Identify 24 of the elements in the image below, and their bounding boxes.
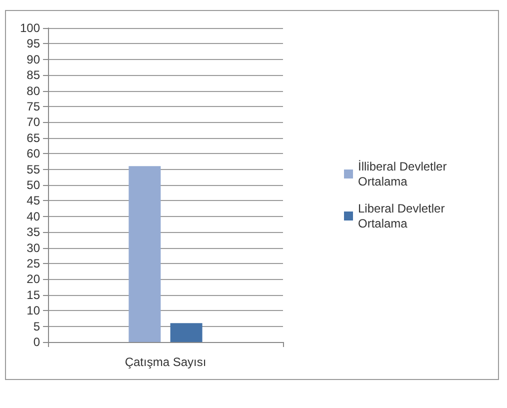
legend-label: Liberal Devletler Ortalama	[358, 202, 448, 230]
y-tick-label: 10	[26, 304, 40, 318]
y-tick-label: 20	[26, 272, 40, 286]
legend-label: İlliberal Devletler Ortalama	[358, 160, 450, 188]
y-tick-label: 60	[26, 146, 40, 161]
y-tick-label: 40	[26, 209, 40, 224]
y-tick-label: 75	[26, 100, 40, 114]
y-tick-label: 25	[26, 256, 40, 270]
y-tick-label: 65	[26, 130, 40, 145]
y-tick-label: 95	[26, 36, 40, 51]
y-tick-label: 55	[26, 162, 40, 176]
y-tick-label: 30	[26, 240, 40, 255]
y-tick-label: 90	[26, 52, 40, 66]
y-tick-label: 50	[26, 178, 40, 192]
y-tick-label: 80	[26, 84, 40, 98]
x-tick-label: Çatışma Sayısı	[124, 355, 206, 369]
y-tick-label: 35	[26, 225, 40, 240]
y-tick-label: 15	[26, 288, 40, 302]
y-tick-label: 85	[26, 68, 40, 82]
y-tick-label: 5	[33, 319, 40, 334]
y-tick-label: 0	[33, 335, 40, 349]
y-tick-label: 100	[20, 21, 40, 35]
y-tick-label: 70	[26, 115, 40, 130]
y-tick-label: 45	[26, 194, 40, 208]
